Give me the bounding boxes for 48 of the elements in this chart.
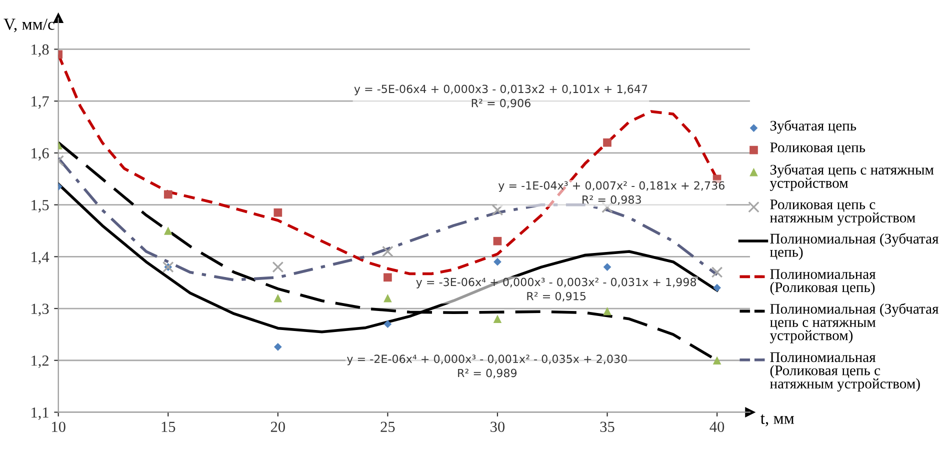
point xyxy=(493,236,502,246)
point xyxy=(274,342,282,351)
point xyxy=(384,273,392,282)
y-tick-label: 1,6 xyxy=(32,148,49,161)
y-axis-title: V, мм/с xyxy=(4,18,54,32)
annotation: y = -2E-06x⁴ + 0,000x³ - 0,001x² - 0,035x + 2,030 R² = 0,989 xyxy=(346,354,627,378)
point xyxy=(712,356,722,365)
point xyxy=(711,266,723,278)
point xyxy=(164,190,172,199)
point xyxy=(713,284,721,292)
annotation: y = -1E-04x³ + 0,007x² - 0,181x + 2,736 R² = 0,983 xyxy=(498,181,724,205)
point xyxy=(603,138,612,147)
x-tick-label: 40 xyxy=(710,422,724,432)
x-tick-label: 20 xyxy=(270,422,285,432)
annotation: y = -5E-06x4 + 0,000x3 - 0,013x2 + 0,101x + 1,647 R² = 0,906 xyxy=(354,84,648,108)
y-tick-label: 1,1 xyxy=(32,407,48,420)
x-axis-title: t, мм xyxy=(760,414,794,426)
point xyxy=(274,294,282,302)
legend-label: Полиномиальная (Роликовая цепь с натяжным устройством) xyxy=(770,352,920,392)
y-tick-label: 1,8 xyxy=(32,44,49,57)
y-tick-label: 1,2 xyxy=(32,356,48,368)
point xyxy=(272,261,284,273)
legend-label: Зубчатая цепь xyxy=(770,120,856,134)
x-tick-label: 30 xyxy=(490,422,505,432)
point xyxy=(603,306,612,316)
point xyxy=(384,294,392,302)
point xyxy=(274,208,282,217)
point xyxy=(384,320,392,328)
legend-label: Зубчатая цепь с натяжным устройством xyxy=(770,164,934,191)
legend-label: Роликовая цепь xyxy=(770,142,866,155)
point xyxy=(382,246,394,258)
point xyxy=(164,226,172,235)
point xyxy=(494,258,502,266)
point xyxy=(493,314,502,324)
legend-label: Роликовая цепь с натяжным устройством xyxy=(770,200,916,226)
legend-label: Полиномиальная (Зубчатая цепь с натяжным устройством) xyxy=(770,303,938,344)
legend-label: Полиномиальная (Роликовая цепь) xyxy=(770,269,876,296)
x-tick-label: 10 xyxy=(52,422,66,432)
y-tick-label: 1,3 xyxy=(32,304,49,316)
point xyxy=(492,204,504,216)
x-tick-label: 25 xyxy=(380,422,395,432)
y-tick-label: 1,7 xyxy=(32,96,49,109)
x-tick-label: 35 xyxy=(600,422,614,432)
legend-label: Полиномиальная (Зубчатая цепь) xyxy=(770,233,938,260)
y-tick-label: 1,4 xyxy=(32,252,50,264)
y-tick-label: 1,5 xyxy=(32,200,49,212)
x-tick-label: 15 xyxy=(162,422,176,432)
point xyxy=(603,263,612,271)
